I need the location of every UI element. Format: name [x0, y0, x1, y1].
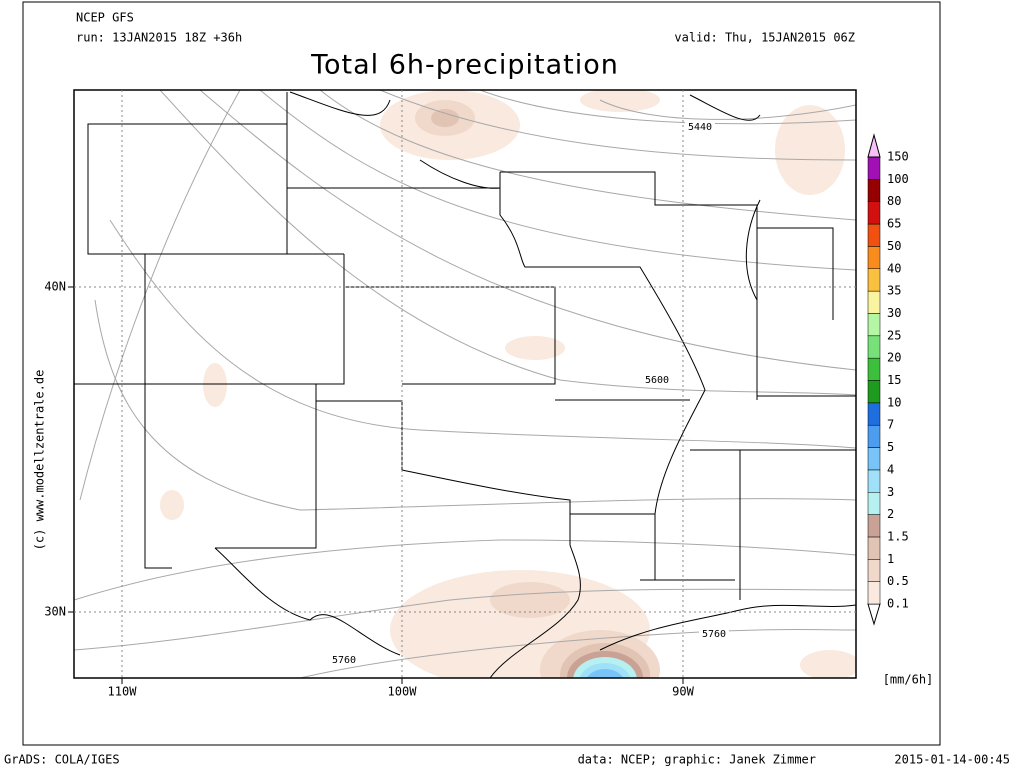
colorbar-box	[867, 536, 881, 560]
footer-left: GrADS: COLA/IGES	[4, 753, 120, 767]
colorbar-label: 25	[887, 328, 901, 342]
colorbar-label: 5	[887, 440, 894, 454]
colorbar-label: 3	[887, 485, 894, 499]
colorbar-box	[867, 559, 881, 582]
precip	[160, 90, 856, 678]
colorbar-label: 65	[887, 217, 901, 231]
colorbar-box	[867, 424, 881, 448]
colorbar-label: 0.1	[887, 597, 909, 611]
colorbar-label: 1	[887, 552, 894, 566]
map-title: Total 6h-precipitation	[310, 50, 619, 81]
contour-label-bg	[699, 628, 729, 640]
colorbar-box	[867, 246, 881, 269]
colorbar-label: 7	[887, 418, 894, 432]
colorbar-box	[867, 357, 881, 381]
contour-label: 5600	[645, 375, 669, 386]
colorbar-unit: [mm/6h]	[883, 673, 934, 687]
colorbar-box	[867, 514, 881, 538]
colorbar-label: 150	[887, 150, 909, 164]
contour-label: 5760	[332, 655, 356, 666]
contour-label: 5760	[702, 629, 726, 640]
colorbar-box	[867, 402, 881, 426]
colorbar-box	[867, 469, 881, 493]
lon-label: 110W	[108, 685, 138, 699]
contour-label-bg	[685, 121, 715, 133]
colorbar-box	[867, 313, 881, 337]
colorbar-label: 80	[887, 194, 901, 208]
colorbar-label: 20	[887, 351, 901, 365]
colorbar-end	[867, 603, 881, 626]
credit: (c) www.modellzentrale.de	[33, 370, 47, 551]
colorbar-label: 0.5	[887, 574, 909, 588]
colorbar-box	[867, 335, 881, 359]
colorbar-box	[867, 492, 881, 515]
lat-label: 30N	[44, 605, 66, 619]
colorbar-box	[867, 380, 881, 404]
colorbar-box	[867, 268, 881, 292]
colorbar-label: 35	[887, 284, 901, 298]
colorbar-box	[867, 290, 881, 314]
lat-label: 40N	[44, 280, 66, 294]
colorbar-box	[867, 581, 881, 605]
contour-label: 5440	[688, 122, 712, 133]
contours	[74, 90, 856, 678]
colorbar-label: 100	[887, 172, 909, 186]
run-label: run: 13JAN2015 18Z +36h	[76, 31, 242, 45]
map-area	[74, 90, 856, 678]
colorbar-box	[867, 223, 881, 247]
model-label: NCEP GFS	[76, 11, 134, 25]
map-overlay: 40N 30N 110W 100W 90W 5440 5600 5760 5760	[44, 90, 856, 699]
contour-label-bg	[642, 374, 672, 386]
colorbar-label: 2	[887, 507, 894, 521]
lon-label: 90W	[672, 685, 694, 699]
footer-right: 2015-01-14-00:45	[894, 753, 1010, 767]
colorbar-box	[867, 447, 881, 471]
contour-label-bg	[329, 654, 359, 666]
footer-center: data: NCEP; graphic: Janek Zimmer	[578, 753, 816, 767]
colorbar-label: 4	[887, 462, 894, 476]
colorbar: 0.1 0.5 1 1.5 2 3 4 5 7 10 15 20 25 30 35 40 50 65 80 100 15…	[867, 133, 909, 626]
colorbar-end	[867, 133, 881, 158]
colorbar-label: 15	[887, 373, 901, 387]
colorbar-box	[867, 201, 881, 225]
colorbar-box	[867, 156, 881, 180]
valid-label: valid: Thu, 15JAN2015 06Z	[674, 31, 855, 45]
colorbar-box	[867, 179, 881, 202]
borders	[74, 91, 856, 678]
colorbar-label: 50	[887, 239, 901, 253]
colorbar-label: 40	[887, 261, 901, 275]
lon-label: 100W	[388, 685, 418, 699]
colorbar-label: 10	[887, 395, 901, 409]
colorbar-label: 30	[887, 306, 901, 320]
map-frame	[73, 89, 857, 679]
frame	[22, 1, 941, 746]
colorbar-label: 1.5	[887, 529, 909, 543]
